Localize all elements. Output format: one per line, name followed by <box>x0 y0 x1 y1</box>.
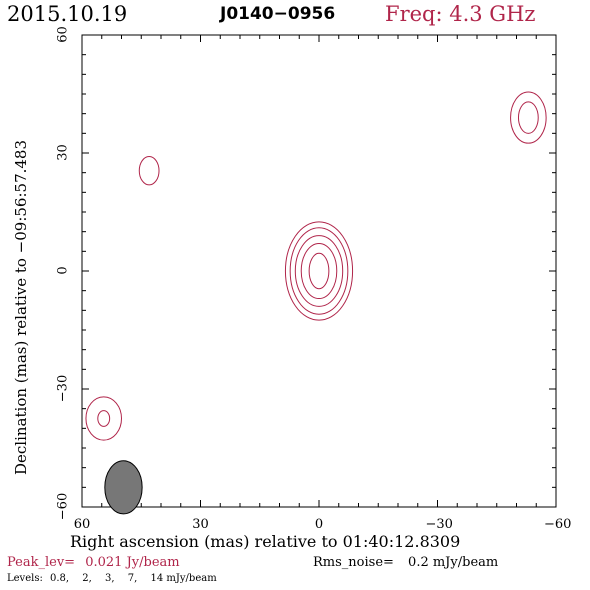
source-components <box>85 91 547 441</box>
y-tick-label: −30 <box>55 374 71 403</box>
contour-ellipse <box>284 221 354 321</box>
peak-label: Peak_lev= <box>7 555 76 570</box>
contour-ellipse <box>300 242 338 300</box>
x-tick-label: 60 <box>73 517 91 532</box>
peak-level-label: Peak_lev= 0.021 Jy/beam <box>7 556 180 569</box>
y-tick-label: 0 <box>55 266 71 275</box>
peak-value: 0.021 Jy/beam <box>85 555 180 570</box>
levels-label: Levels: <box>7 573 43 584</box>
y-axis-label: Declination (mas) relative to −09:56:57.… <box>12 139 30 475</box>
contour-ellipse <box>138 156 160 186</box>
contour-ellipse <box>510 91 547 144</box>
contour-ellipse <box>308 252 330 290</box>
x-tick-label: 0 <box>314 517 324 532</box>
rms-value: 0.2 mJy/beam <box>408 555 499 570</box>
beam-layer <box>104 460 143 515</box>
level-value: 0.8, <box>50 573 70 584</box>
rms-noise-label: Rms_noise= 0.2 mJy/beam <box>313 556 498 569</box>
observation-date: 2015.10.19 <box>7 2 128 26</box>
y-tick-label: −60 <box>55 492 71 521</box>
contour-ellipse <box>97 410 111 427</box>
x-axis-label: Right ascension (mas) relative to 01:40:… <box>70 532 461 551</box>
level-value: 14 mJy/beam <box>150 573 217 584</box>
tick-marks <box>81 34 557 508</box>
level-value: 3, <box>105 573 115 584</box>
x-tick-label: −60 <box>544 517 572 532</box>
contour-ellipse <box>85 396 122 441</box>
y-tick-label: 60 <box>55 26 71 43</box>
plot-frame <box>81 34 557 508</box>
level-value: 7, <box>127 573 138 584</box>
source-name: J0140−0956 <box>220 4 336 24</box>
contour-ellipse <box>294 235 344 307</box>
rms-label: Rms_noise= <box>313 555 394 570</box>
contour-levels: Levels: 0.8, 2, 3, 7, 14 mJy/beam <box>7 574 217 584</box>
x-tick-label: −30 <box>425 517 453 532</box>
level-value: 2, <box>82 573 92 584</box>
contour-ellipse <box>517 101 539 134</box>
frequency-label: Freq: 4.3 GHz <box>385 2 536 26</box>
beam-ellipse <box>104 460 143 515</box>
y-tick-label: 30 <box>55 144 71 161</box>
x-tick-label: 30 <box>192 517 209 532</box>
contour-ellipse <box>289 227 349 315</box>
